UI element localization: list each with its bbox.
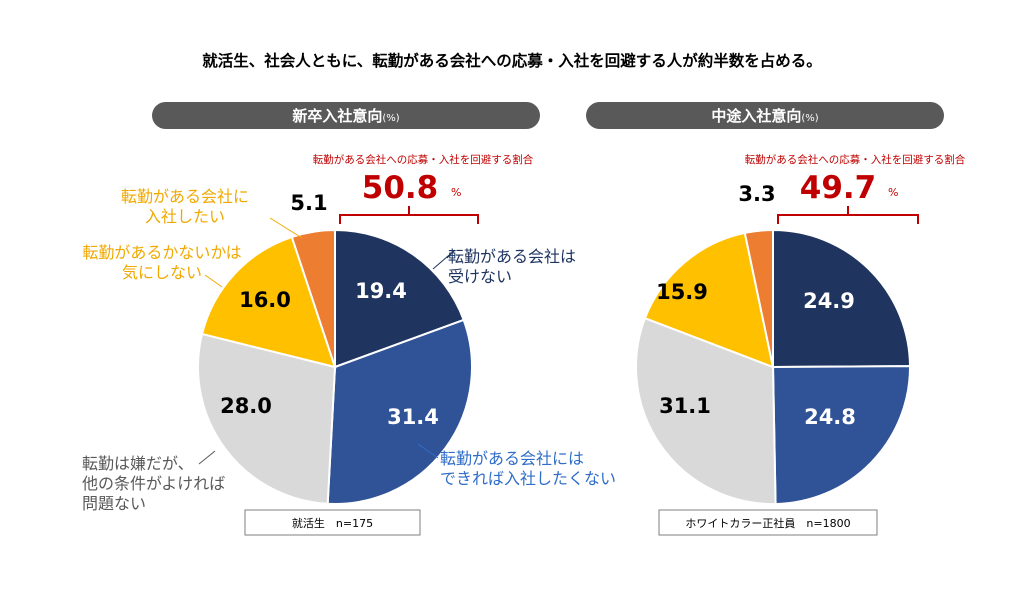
chart-title: 新卒入社意向(%) <box>292 107 399 125</box>
pie-slice-rather-not <box>326 318 473 505</box>
category-label-not-accept: 受けない <box>448 267 512 286</box>
unit-label: (%) <box>801 113 818 124</box>
pie-slice-dislike-ok <box>635 316 777 505</box>
category-label-want: 入社したい <box>145 207 225 226</box>
avoid-ratio-bracket <box>339 206 479 224</box>
pie-slice-dont-care <box>643 231 775 369</box>
avoid-ratio-percent-sign: % <box>888 186 898 199</box>
sample-box <box>244 509 421 536</box>
pie-chart-1: 新卒入社意向(%) 19.4 31.4 28.0 16.0 5.1 転勤がある会社への応募・… <box>82 102 616 536</box>
pie-slice-rather-not <box>771 365 912 505</box>
leader-line-dont-care <box>204 274 223 288</box>
chart-header-pill <box>152 102 540 129</box>
avoid-ratio-value: 49.7 <box>800 170 877 206</box>
avoid-ratio-value: 50.8 <box>362 170 439 206</box>
category-label-dont-care: 気にしない <box>122 263 202 282</box>
pie-slice-want <box>290 228 336 368</box>
leader-line-rather-not <box>417 443 439 459</box>
avoid-ratio-caption: 転勤がある会社への応募・入社を回避する割合 <box>313 153 534 166</box>
unit-label: (%) <box>382 113 399 124</box>
sample-box <box>658 509 878 536</box>
pie-slice-want <box>743 228 774 368</box>
data-label-want: 3.3 <box>738 182 775 206</box>
pie-slice-not-accept <box>772 228 912 369</box>
category-label-not-accept: 転勤がある会社は <box>448 247 576 266</box>
pie-slice-dislike-ok <box>197 332 337 505</box>
page-title: 就活生、社会人ともに、転勤がある会社への応募・入社を回避する人が約半数を占める。 <box>202 51 822 70</box>
sample-label: 就活生 n=175 <box>292 516 373 530</box>
data-label-not-accept: 19.4 <box>355 279 407 303</box>
category-label-rather-not: できれば入社したくない <box>440 469 616 488</box>
category-label-dislike-ok: 他の条件がよければ <box>82 474 225 493</box>
data-label-dont-care: 15.9 <box>656 280 708 304</box>
category-label-dont-care: 転勤があるかないかは <box>82 243 241 262</box>
data-label-dislike-ok: 31.1 <box>659 394 711 418</box>
chart-header-pill <box>586 102 944 129</box>
leader-line-not-accept <box>432 249 456 270</box>
data-label-not-accept: 24.9 <box>803 289 855 313</box>
avoid-ratio-bracket <box>777 206 919 224</box>
avoid-ratio-caption: 転勤がある会社への応募・入社を回避する割合 <box>745 153 966 166</box>
category-label-rather-not: 転勤がある会社には <box>440 449 584 468</box>
chart-title: 中途入社意向(%) <box>711 107 818 125</box>
data-label-dislike-ok: 28.0 <box>220 394 272 418</box>
data-label-want: 5.1 <box>290 191 327 215</box>
pie-slice-not-accept <box>334 228 465 369</box>
data-label-rather-not: 31.4 <box>387 405 439 429</box>
pie-chart-2: 中途入社意向(%) 24.9 24.8 31.1 15.9 3.3 転勤がある会社への応募・… <box>586 102 966 536</box>
leader-line-want <box>269 217 303 239</box>
category-label-want: 転勤がある会社に <box>121 187 249 206</box>
sample-label: ホワイトカラー正社員 n=1800 <box>685 516 850 530</box>
category-label-dislike-ok: 転勤は嫌だが、 <box>82 454 194 473</box>
leader-line-dislike-ok <box>198 450 216 465</box>
data-label-dont-care: 16.0 <box>239 288 291 312</box>
category-label-dislike-ok: 問題ない <box>82 494 146 513</box>
data-label-rather-not: 24.8 <box>804 405 856 429</box>
avoid-ratio-percent-sign: % <box>451 186 461 199</box>
